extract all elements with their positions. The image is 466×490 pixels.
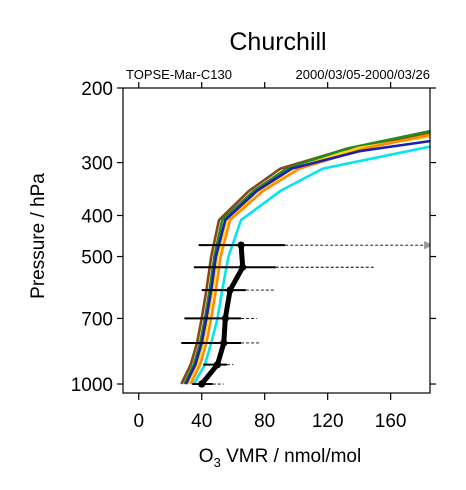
y-axis-label: Pressure / hPa xyxy=(28,173,49,299)
chart-subtitle-right: 2000/03/05-2000/03/26 xyxy=(296,67,430,82)
plot-area xyxy=(180,129,430,388)
median-point-4 xyxy=(221,314,229,323)
plot-frame xyxy=(122,87,431,394)
y-tick-label-300: 300 xyxy=(81,154,113,175)
plot-content xyxy=(180,129,430,388)
x-tick-label-0: 0 xyxy=(133,411,144,432)
y-tick-label-500: 500 xyxy=(81,248,113,269)
y-tick-label-1000: 1000 xyxy=(71,375,113,396)
y-axis-ticks: 200 300 400 500 700 1000 xyxy=(71,79,436,396)
x-tick-label-120: 120 xyxy=(312,411,344,432)
profile-line-5 xyxy=(184,139,430,385)
range-arrow-1 xyxy=(424,240,430,250)
x-tick-label-160: 160 xyxy=(375,411,407,432)
x-axis-label-sub: 3 xyxy=(214,455,221,470)
median-point-5 xyxy=(226,286,234,294)
chart-subtitle-left: TOPSE-Mar-C130 xyxy=(126,67,232,82)
profile-line-6 xyxy=(192,145,430,385)
y-tick-label-200: 200 xyxy=(81,79,113,100)
y-tick-label-400: 400 xyxy=(81,206,113,227)
axes: 0 40 80 120 160 200 300 400 500 700 1000 xyxy=(71,79,436,432)
x-tick-label-80: 80 xyxy=(254,411,275,432)
x-axis-label-rest: VMR / nmol/mol xyxy=(221,446,361,467)
median-point-6 xyxy=(239,263,247,271)
median-point-7 xyxy=(237,241,245,249)
x-axis-label: O3 VMR / nmol/mol xyxy=(199,446,361,470)
x-axis-ticks: 0 40 80 120 160 xyxy=(133,82,406,432)
median-point-2 xyxy=(213,361,222,369)
y-tick-label-700: 700 xyxy=(81,309,113,330)
chart-title: Churchill xyxy=(229,28,326,56)
median-point-3 xyxy=(220,339,228,347)
profile-line-2 xyxy=(183,129,430,385)
x-tick-label-40: 40 xyxy=(191,411,212,432)
profile-line-1 xyxy=(180,131,430,385)
x-axis-label-main: O xyxy=(199,446,214,467)
profile-line-4 xyxy=(189,133,430,385)
median-point-1 xyxy=(198,380,206,388)
